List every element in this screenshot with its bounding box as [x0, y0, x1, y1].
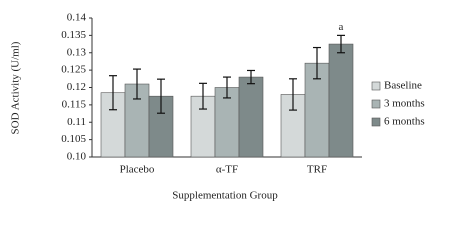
chart: Supplementation Group SOD Activity (U/ml…: [10, 12, 425, 202]
bar: [328, 43, 354, 158]
legend-label: 3 months: [384, 98, 425, 110]
y-tick-label: 0.10: [67, 151, 87, 163]
error-bar: [157, 78, 165, 114]
y-tick-label: 0.105: [61, 133, 86, 145]
legend-label: 6 months: [384, 116, 425, 128]
x-axis-title: Supplementation Group: [172, 190, 278, 202]
y-tick-label: 0.125: [61, 64, 86, 76]
bar: [238, 76, 264, 158]
error-bar: [133, 68, 141, 100]
annotation: a: [339, 21, 344, 33]
legend-swatch: [371, 117, 381, 127]
error-bar: [247, 69, 255, 85]
y-tick-label: 0.13: [67, 46, 87, 58]
bar: [214, 87, 240, 158]
error-bar: [289, 78, 297, 111]
x-tick-label: TRF: [307, 164, 327, 176]
legend-swatch: [371, 99, 381, 109]
legend-label: Baseline: [384, 80, 422, 92]
y-tick-label: 0.115: [62, 98, 87, 110]
x-tick-label: α-TF: [216, 164, 238, 176]
error-bar: [199, 82, 207, 110]
error-bar: [223, 76, 231, 99]
y-tick-label: 0.12: [67, 81, 86, 93]
x-tick-label: Placebo: [120, 164, 155, 176]
y-axis-title: SOD Activity (U/ml): [10, 41, 22, 134]
error-bar: [337, 34, 345, 54]
y-tick-label: 0.14: [67, 12, 87, 24]
error-bar: [109, 75, 117, 111]
legend-swatch: [371, 81, 381, 91]
y-tick-label: 0.11: [67, 116, 86, 128]
error-bar: [313, 46, 321, 80]
y-tick-label: 0.135: [61, 29, 86, 41]
